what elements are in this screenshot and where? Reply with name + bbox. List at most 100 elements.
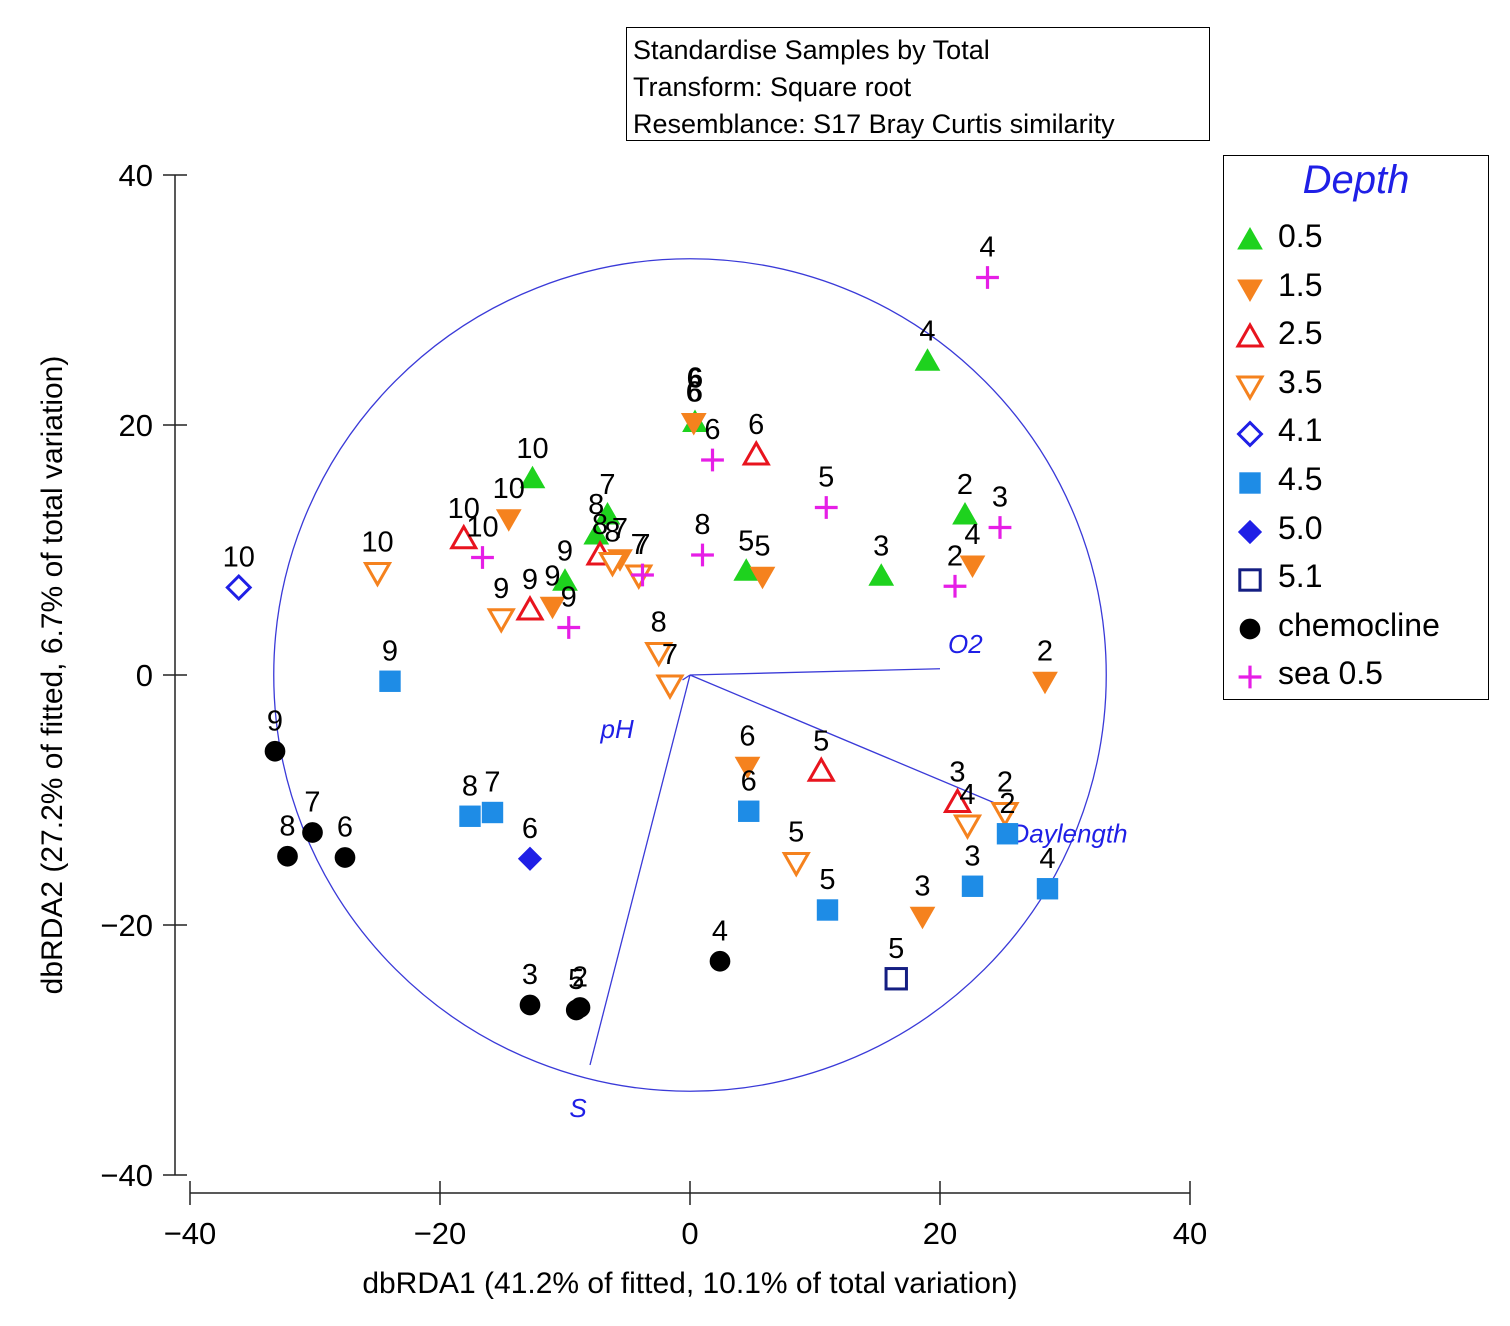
point-label: 8 bbox=[462, 770, 478, 802]
vector-layer: O2 pH Daylength S bbox=[273, 258, 1128, 1123]
vector-line-ph bbox=[682, 674, 691, 681]
point-label: 9 bbox=[557, 535, 573, 567]
point-label: 9 bbox=[522, 564, 538, 596]
point-label: 10 bbox=[361, 527, 393, 559]
point-label: 2 bbox=[957, 469, 973, 501]
data-point bbox=[952, 814, 983, 841]
point-label: 2 bbox=[1037, 635, 1053, 667]
y-axis-label: dbRDA2 (27.2% of fitted, 6.7% of total v… bbox=[36, 356, 69, 995]
legend-item-d15: 1.5 bbox=[1224, 265, 1488, 314]
data-point bbox=[459, 805, 481, 827]
point-label: 9 bbox=[544, 560, 560, 592]
data-point bbox=[942, 787, 973, 813]
legend-item-d05: 0.5 bbox=[1224, 216, 1488, 265]
legend-label: chemocline bbox=[1278, 606, 1440, 643]
point-label: 10 bbox=[466, 512, 498, 544]
legend-item-d45: 4.5 bbox=[1224, 459, 1488, 508]
point-label: 10 bbox=[223, 542, 255, 574]
data-point bbox=[597, 552, 628, 578]
data-point bbox=[709, 950, 731, 972]
point-label: 7 bbox=[631, 529, 647, 561]
point-label: 6 bbox=[687, 377, 703, 409]
data-point bbox=[362, 562, 393, 588]
legend-label: 4.1 bbox=[1278, 412, 1323, 449]
data-point bbox=[644, 642, 674, 668]
legend-swatch bbox=[1237, 226, 1263, 250]
point-label: 9 bbox=[382, 635, 398, 667]
vector-label-daylength: Daylength bbox=[1011, 818, 1128, 848]
point-label: 7 bbox=[304, 787, 320, 819]
point-label: 7 bbox=[662, 639, 678, 671]
point-label: 6 bbox=[739, 720, 755, 752]
axes: −40 −20 0 20 40 −40 −20 0 20 40 bbox=[100, 158, 1207, 1251]
point-label: 4 bbox=[964, 519, 980, 551]
legend-marker-d41 bbox=[1236, 420, 1264, 448]
vector-line-s bbox=[589, 674, 691, 1066]
point-label: 9 bbox=[561, 582, 577, 614]
marker-layer bbox=[225, 266, 1059, 1021]
legend-swatch bbox=[1235, 375, 1265, 401]
data-point bbox=[990, 802, 1020, 828]
legend-item-chem: chemocline bbox=[1224, 605, 1488, 654]
legend-swatch bbox=[1238, 665, 1262, 689]
vector-label-ph: pH bbox=[600, 714, 634, 744]
point-label: 4 bbox=[979, 232, 995, 264]
y-tick-label: −40 bbox=[100, 1158, 153, 1193]
data-point bbox=[552, 568, 578, 591]
data-point bbox=[631, 563, 654, 587]
data-point bbox=[868, 563, 895, 586]
point-label: 8 bbox=[651, 607, 667, 639]
x-tick-label: −20 bbox=[414, 1216, 467, 1251]
legend-swatch bbox=[1236, 420, 1264, 448]
point-label: 7 bbox=[634, 529, 650, 561]
y-tick-label: −20 bbox=[100, 908, 153, 943]
data-point bbox=[749, 566, 776, 590]
legend-swatch bbox=[1238, 568, 1262, 592]
y-tick-label: 20 bbox=[119, 408, 153, 443]
point-label: 3 bbox=[992, 482, 1008, 514]
point-label: 6 bbox=[337, 812, 353, 844]
data-point bbox=[471, 546, 494, 569]
x-tick-label: 0 bbox=[681, 1216, 698, 1251]
info-line-transform: Transform: Square root bbox=[633, 72, 912, 102]
data-point bbox=[909, 906, 936, 930]
info-line-standardise: Standardise Samples by Total bbox=[633, 35, 990, 65]
point-label: 5 bbox=[818, 462, 834, 494]
legend-label: 1.5 bbox=[1278, 266, 1323, 303]
info-box: Standardise Samples by Total Transform: … bbox=[626, 27, 1210, 141]
point-label: 10 bbox=[493, 473, 525, 505]
data-point bbox=[583, 521, 610, 545]
legend-marker-chem bbox=[1239, 618, 1261, 640]
point-label: 8 bbox=[604, 517, 620, 549]
data-point bbox=[952, 501, 978, 525]
data-point bbox=[519, 994, 541, 1016]
point-label: 10 bbox=[516, 433, 548, 465]
x-axis-label: dbRDA1 (41.2% of fitted, 10.1% of total … bbox=[362, 1267, 1017, 1300]
legend-item-d51: 5.1 bbox=[1224, 556, 1488, 605]
data-point bbox=[539, 596, 566, 620]
vector-line-o2 bbox=[689, 668, 941, 676]
point-label: 6 bbox=[704, 414, 720, 446]
legend-marker-d35 bbox=[1235, 375, 1265, 401]
point-label: 7 bbox=[599, 469, 615, 501]
legend-item-d35: 3.5 bbox=[1224, 362, 1488, 411]
legend-label: 5.0 bbox=[1278, 509, 1323, 546]
legend-label: 2.5 bbox=[1278, 315, 1323, 352]
data-point bbox=[565, 999, 587, 1021]
data-point bbox=[691, 543, 714, 567]
data-point bbox=[517, 846, 543, 871]
data-point bbox=[884, 967, 908, 991]
point-label: 5 bbox=[819, 864, 835, 896]
data-point bbox=[814, 496, 838, 519]
data-point bbox=[996, 823, 1019, 845]
point-label: 5 bbox=[568, 964, 584, 996]
data-point bbox=[976, 266, 999, 289]
x-tick-label: 40 bbox=[1173, 1216, 1207, 1251]
data-point bbox=[225, 573, 253, 602]
legend-items: 0.5 1.5 2.5 3.5 4.1 4.5 5.0 5.1 chemocline sea 0.… bbox=[1224, 216, 1488, 702]
point-label: 8 bbox=[279, 810, 295, 842]
data-point bbox=[594, 501, 621, 525]
point-label: 5 bbox=[738, 525, 754, 557]
legend-marker-d50 bbox=[1237, 519, 1263, 544]
